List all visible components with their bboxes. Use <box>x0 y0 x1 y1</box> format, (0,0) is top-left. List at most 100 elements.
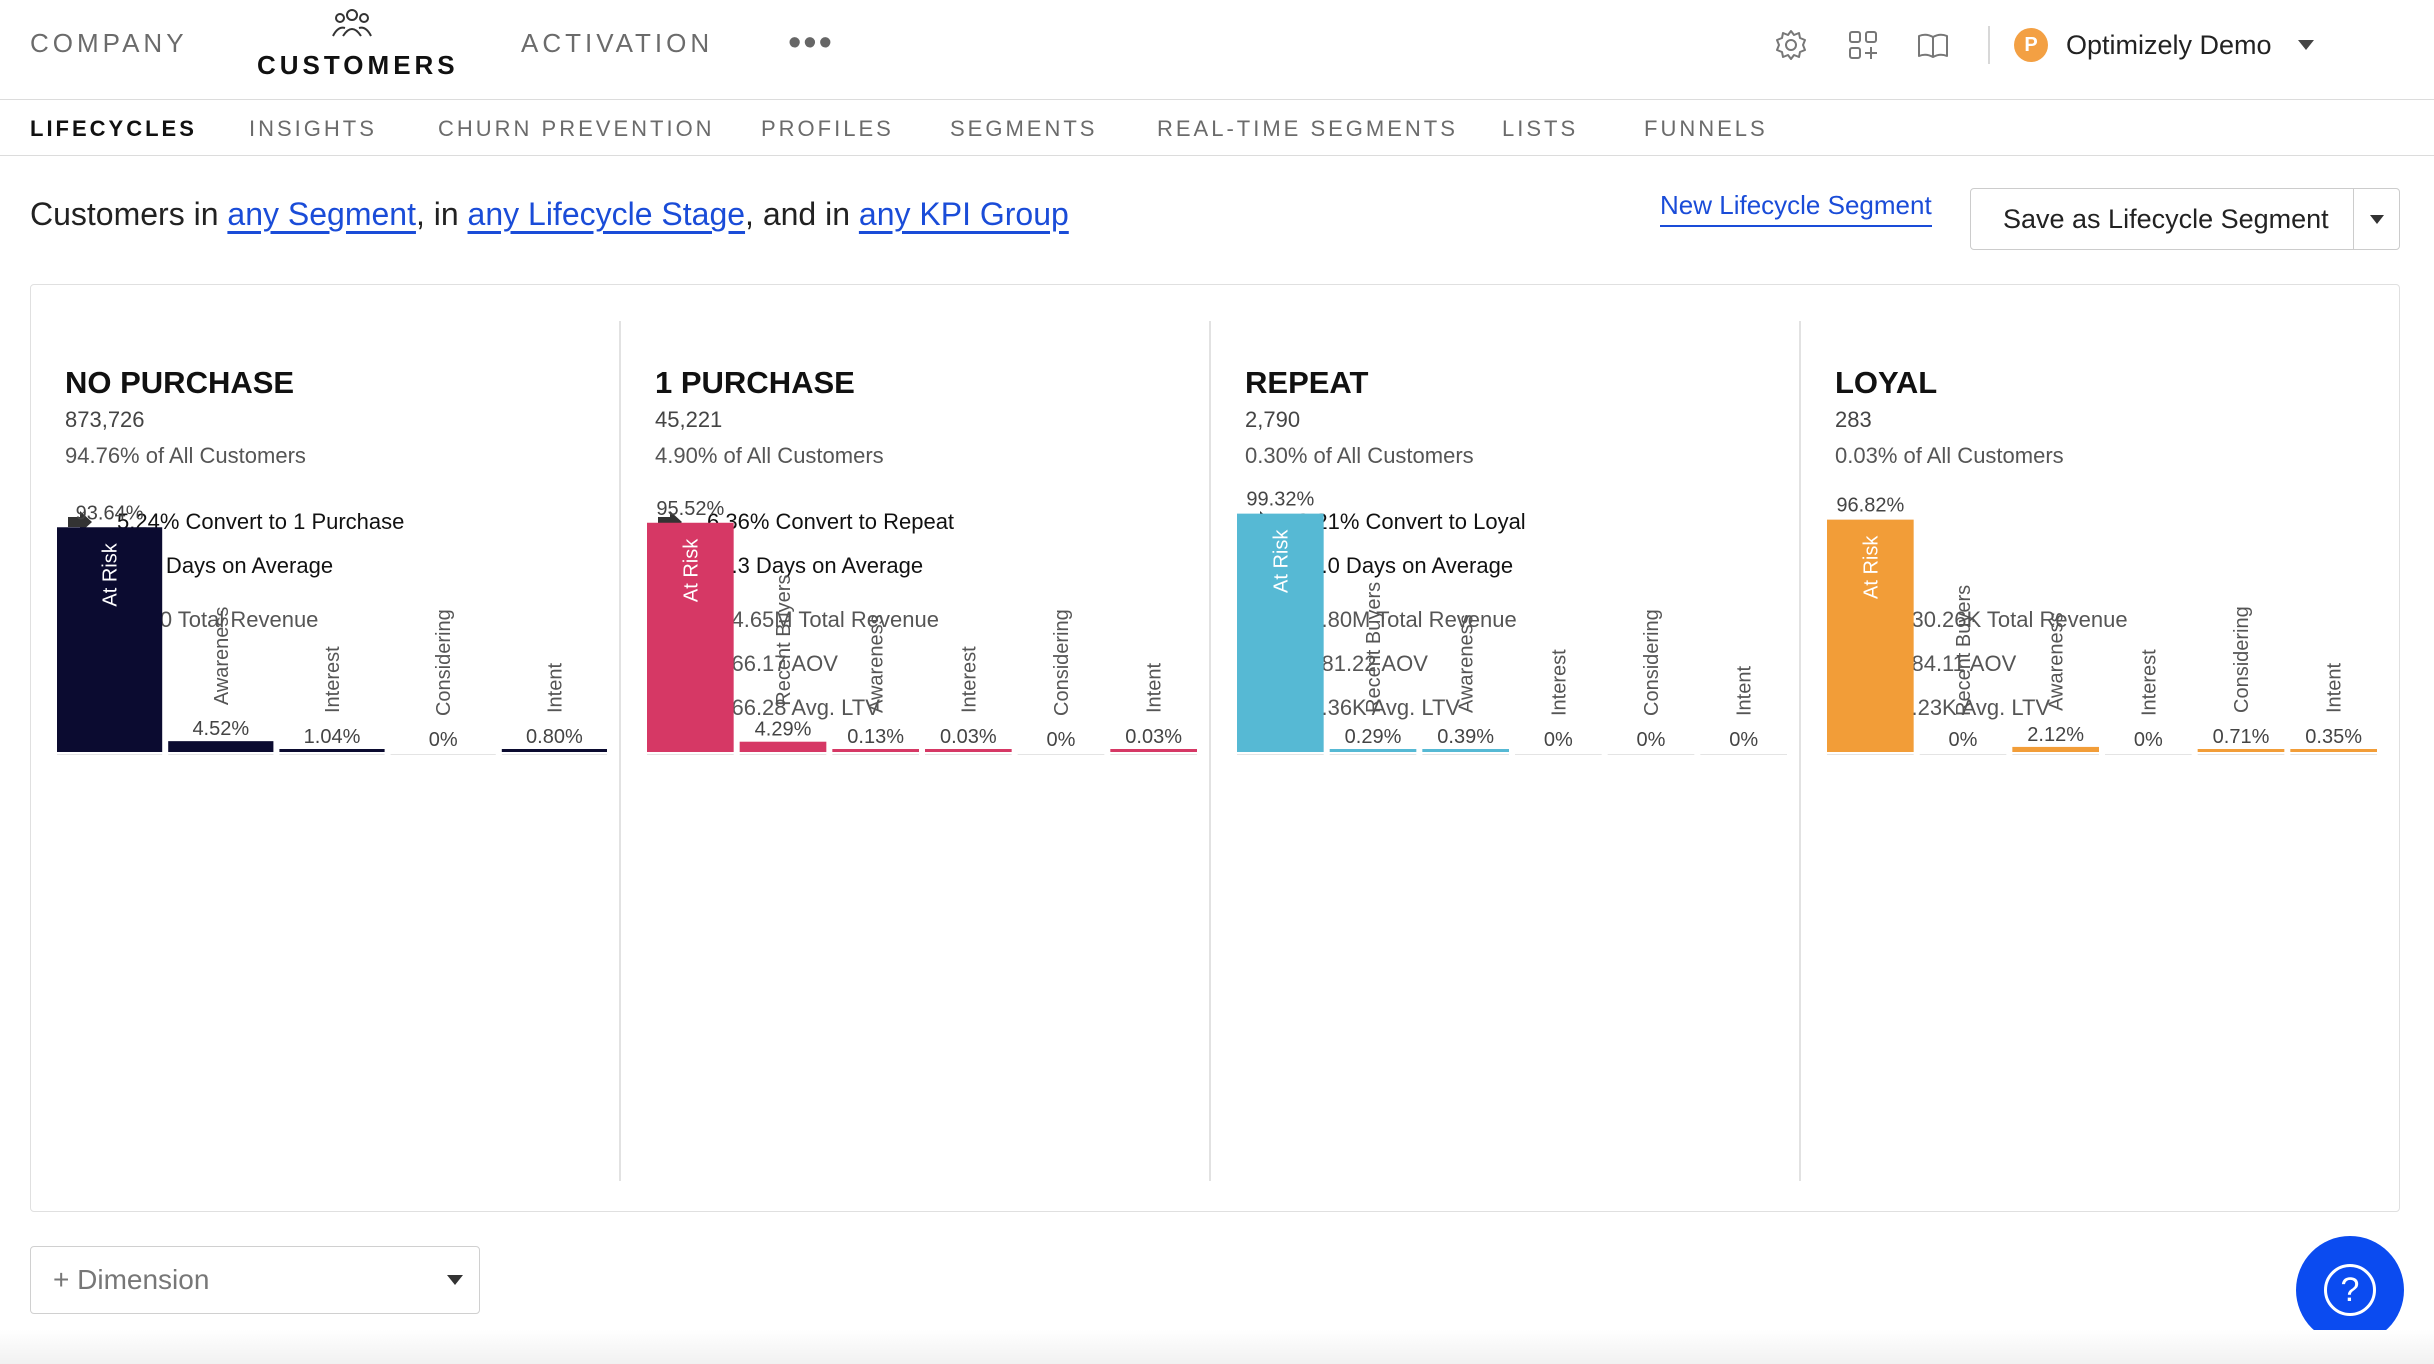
bar-category-label: Considering <box>433 609 455 716</box>
metric-convert: 9.21% Convert to Loyal <box>1245 505 1526 539</box>
tab-lifecycles[interactable]: LIFECYCLES <box>30 116 197 141</box>
bar-value-label: 4.29% <box>755 719 812 741</box>
new-lifecycle-segment-link[interactable]: New Lifecycle Segment <box>1660 190 1932 227</box>
metric-ltv-text: $766.28 Avg. LTV <box>707 695 880 720</box>
tab-funnels[interactable]: FUNNELS <box>1644 116 1768 141</box>
bar-category-label: At Risk <box>1860 535 1882 599</box>
metric-revenue-text: $34.65M Total Revenue <box>707 607 939 632</box>
dimension-select[interactable]: + Dimension <box>30 1246 480 1314</box>
tab-lists[interactable]: LISTS <box>1502 116 1579 141</box>
segment-link[interactable]: any Segment <box>227 196 416 232</box>
question-icon: ? <box>2324 1264 2376 1316</box>
tab-activation[interactable]: ACTIVATION <box>521 28 714 58</box>
tab-insights[interactable]: INSIGHTS <box>249 116 377 141</box>
stage-column-repeat: REPEAT 2,790 0.30% of All Customers 9.21% C… <box>1211 321 1801 1181</box>
bar-baseline <box>390 754 496 755</box>
people-group-icon <box>332 9 372 37</box>
book-icon[interactable] <box>1916 28 1950 62</box>
bar-category-label: Considering <box>1641 609 1663 716</box>
apps-grid-icon[interactable] <box>1846 28 1880 62</box>
bar-category-label: Intent <box>1144 663 1166 713</box>
bar-at-risk[interactable] <box>57 527 163 752</box>
bar-recent-buyers[interactable] <box>739 741 827 752</box>
bar-category-label: Considering <box>2231 606 2253 713</box>
bar-category-label: Interest <box>2138 649 2160 716</box>
bar-baseline <box>1422 754 1509 755</box>
tab-company[interactable]: COMPANY <box>30 28 188 58</box>
bar-category-label: At Risk <box>100 542 122 606</box>
bar-interest[interactable] <box>279 749 385 752</box>
stage-percent: 94.76% of All Customers <box>65 443 306 468</box>
bar-intent[interactable] <box>501 749 607 752</box>
stage-bar-chart: 96.82% At Risk 0% Recent Buyers 2.12% Awarene… <box>1827 495 2377 755</box>
stage-column-1-purchase: 1 PURCHASE 45,221 4.90% of All Customers 6.… <box>621 321 1211 1181</box>
bar-awareness[interactable] <box>1422 749 1509 752</box>
column-divider <box>1209 321 1211 1181</box>
filter-sep-1: , in <box>415 196 459 232</box>
bar-value-label: 95.52% <box>656 498 724 520</box>
bar-baseline <box>1017 754 1105 755</box>
metric-days-text: 19.0 Days on Average <box>1297 553 1514 578</box>
bar-at-risk[interactable] <box>647 522 734 752</box>
stage-percent: 0.03% of All Customers <box>1835 443 2064 468</box>
bar-baseline <box>2105 754 2192 755</box>
bar-intent[interactable] <box>2290 749 2377 752</box>
bar-value-label: 0% <box>1637 729 1666 751</box>
kpi-group-link[interactable]: any KPI Group <box>858 196 1069 232</box>
bar-at-risk[interactable] <box>1237 513 1324 752</box>
bar-baseline <box>2197 754 2285 755</box>
bar-awareness[interactable] <box>832 749 919 752</box>
bar-category-label: Considering <box>1051 609 1073 716</box>
column-divider <box>619 321 621 1181</box>
tab-segments[interactable]: SEGMENTS <box>950 116 1098 141</box>
bar-value-label: 99.32% <box>1246 489 1314 511</box>
bar-considering[interactable] <box>2197 749 2285 752</box>
bar-category-label: Recent Buyers <box>773 575 795 706</box>
caret-down-icon <box>447 1275 463 1285</box>
filter-prefix: Customers in <box>30 196 219 232</box>
bar-value-label: 0% <box>429 729 458 751</box>
bar-category-label: Intent <box>2324 663 2346 713</box>
page-footer-shade <box>0 1330 2434 1364</box>
bar-category-label: At Risk <box>1270 529 1292 593</box>
account-menu[interactable]: P Optimizely Demo <box>2014 26 2314 64</box>
tab-customers[interactable]: CUSTOMERS <box>257 50 459 80</box>
bar-category-label: Awareness <box>211 607 233 706</box>
bar-awareness[interactable] <box>2012 746 2099 752</box>
bar-intent[interactable] <box>1110 749 1197 752</box>
bar-baseline <box>57 754 163 755</box>
bar-value-label: 0.13% <box>847 726 904 748</box>
bar-value-label: 0.03% <box>940 726 997 748</box>
stage-title: NO PURCHASE <box>65 365 295 400</box>
lifecycle-panel: NO PURCHASE 873,726 94.76% of All Customer… <box>30 284 2400 1212</box>
tab-real-time-segments[interactable]: REAL-TIME SEGMENTS <box>1157 116 1458 141</box>
bar-baseline <box>279 754 385 755</box>
metric-ltv-text: $2.23K Avg. LTV <box>1887 695 2051 720</box>
tab-profiles[interactable]: PROFILES <box>761 116 894 141</box>
stage-title: 1 PURCHASE <box>655 365 855 400</box>
caret-down-icon <box>2369 214 2384 224</box>
bar-interest[interactable] <box>925 749 1012 752</box>
stage-bar-chart: 95.52% At Risk 4.29% Recent Buyers 0.13% Awar… <box>647 498 1197 755</box>
help-button[interactable]: ? <box>2296 1236 2404 1344</box>
bar-value-label: 0.29% <box>1345 726 1402 748</box>
save-options-dropdown[interactable] <box>2353 189 2399 249</box>
bar-value-label: 93.64% <box>76 502 144 524</box>
lifecycle-stage-link[interactable]: any Lifecycle Stage <box>467 196 746 232</box>
stage-title: REPEAT <box>1245 365 1369 400</box>
bar-category-label: At Risk <box>680 538 702 602</box>
account-name: Optimizely Demo <box>2066 29 2272 60</box>
bar-baseline <box>647 754 734 755</box>
bar-category-label: Recent Buyers <box>1953 585 1975 716</box>
metric-convert-text: 5.24% Convert to 1 Purchase <box>117 509 405 534</box>
metric-revenue-text: $630.26K Total Revenue <box>1887 607 2128 632</box>
bar-at-risk[interactable] <box>1827 519 1914 752</box>
bar-recent-buyers[interactable] <box>1329 749 1417 752</box>
gear-icon[interactable] <box>1774 28 1808 62</box>
tab-churn-prevention[interactable]: CHURN PREVENTION <box>438 116 715 141</box>
bar-awareness[interactable] <box>168 741 274 752</box>
save-segment-button[interactable]: Save as Lifecycle Segment <box>2003 203 2329 234</box>
header-divider <box>1988 26 1990 64</box>
more-tabs-button[interactable]: ••• <box>788 22 834 64</box>
stage-percent: 4.90% of All Customers <box>655 443 884 468</box>
